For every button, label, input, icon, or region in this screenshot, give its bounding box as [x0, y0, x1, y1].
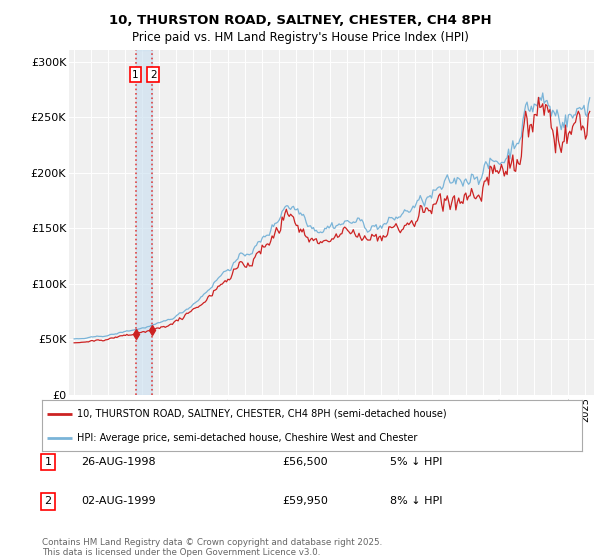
- Text: £59,950: £59,950: [282, 496, 328, 506]
- Text: £56,500: £56,500: [282, 457, 328, 467]
- Text: 2: 2: [150, 69, 157, 80]
- Text: Price paid vs. HM Land Registry's House Price Index (HPI): Price paid vs. HM Land Registry's House …: [131, 31, 469, 44]
- Text: 2: 2: [44, 496, 52, 506]
- Text: 02-AUG-1999: 02-AUG-1999: [81, 496, 155, 506]
- Text: 26-AUG-1998: 26-AUG-1998: [81, 457, 155, 467]
- Text: HPI: Average price, semi-detached house, Cheshire West and Chester: HPI: Average price, semi-detached house,…: [77, 433, 418, 443]
- Text: 1: 1: [44, 457, 52, 467]
- Text: 8% ↓ HPI: 8% ↓ HPI: [390, 496, 443, 506]
- Text: Contains HM Land Registry data © Crown copyright and database right 2025.
This d: Contains HM Land Registry data © Crown c…: [42, 538, 382, 557]
- Bar: [136, 50, 152, 395]
- Text: 10, THURSTON ROAD, SALTNEY, CHESTER, CH4 8PH: 10, THURSTON ROAD, SALTNEY, CHESTER, CH4…: [109, 14, 491, 27]
- Text: 5% ↓ HPI: 5% ↓ HPI: [390, 457, 442, 467]
- Text: 10, THURSTON ROAD, SALTNEY, CHESTER, CH4 8PH (semi-detached house): 10, THURSTON ROAD, SALTNEY, CHESTER, CH4…: [77, 408, 447, 418]
- Text: 1: 1: [132, 69, 139, 80]
